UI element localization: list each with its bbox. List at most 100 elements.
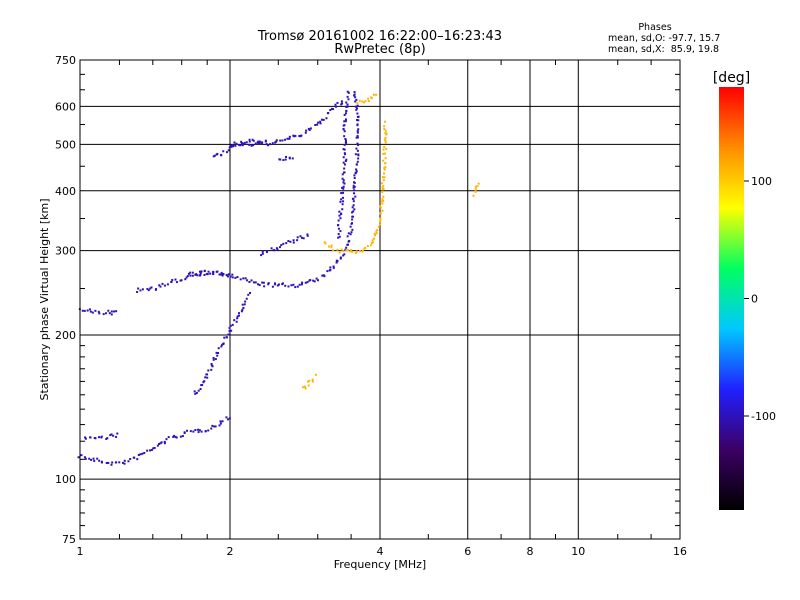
data-point xyxy=(342,187,345,190)
data-point xyxy=(325,117,328,120)
data-point xyxy=(204,430,207,433)
data-point xyxy=(167,436,170,439)
data-point xyxy=(220,345,223,348)
data-point xyxy=(351,250,354,253)
data-point xyxy=(313,280,316,283)
data-point xyxy=(150,286,153,289)
data-point xyxy=(98,459,101,462)
data-point xyxy=(248,140,251,143)
data-point xyxy=(197,428,200,431)
data-point xyxy=(230,145,233,148)
data-point xyxy=(260,254,263,257)
data-point xyxy=(341,186,344,189)
data-point xyxy=(379,223,382,226)
data-point xyxy=(258,140,261,143)
data-point xyxy=(382,179,385,182)
data-point xyxy=(281,282,284,285)
data-point xyxy=(288,137,291,140)
data-point xyxy=(218,424,221,427)
data-point xyxy=(375,230,378,233)
data-point xyxy=(357,119,360,122)
data-point xyxy=(236,317,239,320)
data-point xyxy=(210,368,213,371)
data-point xyxy=(222,150,225,153)
data-point xyxy=(254,142,257,145)
data-point xyxy=(191,274,194,277)
data-point xyxy=(341,177,344,180)
data-point xyxy=(340,100,343,103)
data-point xyxy=(219,420,222,423)
data-point xyxy=(175,436,178,439)
data-point xyxy=(352,186,355,189)
data-points xyxy=(77,90,480,466)
data-point xyxy=(201,383,204,386)
data-point xyxy=(346,243,349,246)
data-point xyxy=(192,430,195,433)
data-point xyxy=(207,369,210,372)
data-point xyxy=(149,287,152,290)
data-point xyxy=(229,275,232,278)
data-point xyxy=(375,232,378,235)
data-point xyxy=(220,154,223,157)
data-point xyxy=(252,139,255,142)
data-point xyxy=(372,93,375,96)
data-point xyxy=(215,270,218,273)
data-point xyxy=(189,274,192,277)
data-point xyxy=(350,249,353,252)
data-point xyxy=(353,94,356,97)
data-point xyxy=(286,137,289,140)
data-point xyxy=(198,429,201,432)
data-point xyxy=(240,140,243,143)
data-point xyxy=(330,244,333,247)
data-point xyxy=(229,324,232,327)
data-point xyxy=(187,272,190,275)
data-point xyxy=(281,139,284,142)
data-point xyxy=(345,105,348,108)
data-point xyxy=(474,188,477,191)
data-point xyxy=(306,380,309,383)
data-point xyxy=(133,456,136,459)
data-point xyxy=(364,100,367,103)
data-point xyxy=(279,139,282,142)
data-point xyxy=(285,242,288,245)
data-point xyxy=(267,282,270,285)
data-point xyxy=(212,358,215,361)
data-point xyxy=(218,273,221,276)
data-point xyxy=(307,384,310,387)
data-point xyxy=(306,233,309,236)
data-point xyxy=(234,276,237,279)
data-point xyxy=(235,320,238,323)
data-point xyxy=(370,97,373,100)
data-point xyxy=(102,313,105,316)
data-point xyxy=(276,284,279,287)
data-point xyxy=(186,275,189,278)
data-point xyxy=(212,155,215,158)
data-point xyxy=(384,129,387,132)
data-point xyxy=(215,351,218,354)
y-tick-label: 200 xyxy=(55,329,76,342)
data-point xyxy=(301,281,304,284)
data-point xyxy=(472,194,475,197)
data-point xyxy=(291,157,294,160)
data-point xyxy=(185,276,188,279)
data-point xyxy=(334,103,337,106)
data-point xyxy=(382,152,385,155)
data-point xyxy=(107,309,110,312)
data-point xyxy=(330,246,333,249)
data-point xyxy=(353,174,356,177)
data-point xyxy=(342,200,345,203)
data-point xyxy=(249,291,252,294)
data-point xyxy=(343,113,346,116)
data-point xyxy=(347,91,350,94)
data-point xyxy=(97,436,100,439)
data-point xyxy=(165,438,168,441)
data-point xyxy=(343,253,346,256)
data-point xyxy=(337,227,340,230)
data-point xyxy=(342,127,345,130)
data-point xyxy=(248,280,251,283)
data-point xyxy=(239,278,242,281)
data-point xyxy=(214,358,217,361)
data-point xyxy=(146,449,149,452)
data-point xyxy=(353,93,356,96)
data-point xyxy=(223,336,226,339)
